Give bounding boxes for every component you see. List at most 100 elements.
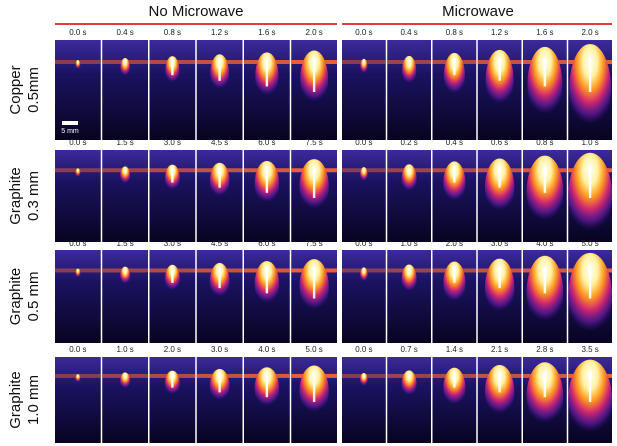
time-label: 4.0 s (536, 239, 553, 248)
wire (498, 166, 501, 188)
time-label: 2.1 s (491, 345, 508, 354)
time-label: 6.0 s (258, 239, 275, 248)
time-label: 5.0 s (305, 345, 322, 354)
time-label: 0.0 s (355, 345, 372, 354)
row-label-line: Graphite (7, 268, 24, 326)
time-label: 0.0 s (355, 28, 372, 37)
time-label: 0.0 s (355, 239, 372, 248)
row-label-line: 0.5mm (25, 67, 42, 113)
time-label: 7.5 s (305, 138, 322, 147)
heat-plume (401, 164, 417, 194)
row-label: Graphite0.3 mm (7, 167, 42, 225)
time-label: 0.0 s (69, 239, 86, 248)
thermal-panel (387, 40, 431, 140)
time-label: 4.5 s (211, 138, 228, 147)
time-label: 2.0 s (581, 28, 598, 37)
wire (218, 266, 221, 289)
wire (543, 58, 547, 87)
thermal-panel (102, 150, 148, 242)
wire (312, 58, 316, 92)
time-label: 0.2 s (400, 138, 417, 147)
heat-plume (443, 52, 465, 99)
wire (265, 166, 269, 193)
row-label-line: 1.0 mm (25, 375, 42, 425)
heat-plume (359, 373, 368, 388)
heat-plume (359, 167, 368, 183)
time-label: 2.0 s (164, 345, 181, 354)
wire (453, 58, 456, 76)
time-label: 0.4 s (400, 28, 417, 37)
heat-plume (120, 372, 131, 390)
column-header: No Microwave (148, 3, 243, 20)
heat-plume (120, 58, 130, 78)
time-label: 0.0 s (69, 345, 86, 354)
wire (265, 266, 269, 294)
thermal-panel (102, 40, 148, 140)
thermal-panel (55, 250, 101, 343)
thermal-panel (149, 250, 196, 343)
time-label: 1.2 s (211, 28, 228, 37)
heat-plume (75, 268, 81, 279)
wire (171, 266, 174, 283)
time-label: 2.8 s (536, 345, 553, 354)
time-label: 3.0 s (164, 138, 181, 147)
thermal-panel (149, 357, 196, 443)
wire (265, 58, 269, 87)
heat-plume (75, 168, 81, 179)
wire (588, 266, 592, 299)
wire (543, 166, 547, 193)
time-label: 0.0 s (69, 138, 86, 147)
time-label: 4.0 s (258, 345, 275, 354)
wire (588, 166, 592, 198)
thermal-panel (342, 357, 386, 443)
heat-plume (360, 58, 368, 75)
wire (171, 371, 174, 388)
thermal-panel (342, 250, 386, 343)
wire (498, 371, 501, 393)
thermal-panel (342, 150, 386, 242)
row-label-line: Copper (7, 65, 24, 114)
thermal-panel (149, 150, 196, 242)
time-label: 0.6 s (491, 138, 508, 147)
time-label: 2.0 s (446, 239, 463, 248)
heat-plume (359, 267, 368, 283)
time-label: 3.5 s (581, 345, 598, 354)
row-label-line: Graphite (7, 167, 24, 225)
row-label: Graphite1.0 mm (7, 371, 42, 429)
scale-bar-label: 5 mm (61, 128, 79, 135)
wire (453, 166, 456, 183)
wire (543, 266, 547, 294)
wire (312, 266, 316, 299)
wire (453, 266, 456, 283)
wire (453, 371, 456, 388)
wire (171, 166, 174, 183)
heat-plume (120, 166, 131, 186)
time-label: 0.4 s (446, 138, 463, 147)
row-label-line: Graphite (7, 371, 24, 429)
time-label: 6.0 s (258, 138, 275, 147)
time-label: 0.0 s (355, 138, 372, 147)
heat-plume (401, 55, 417, 87)
time-label: 0.8 s (536, 138, 553, 147)
scale-bar (62, 121, 78, 125)
time-label: 0.8 s (446, 28, 463, 37)
thermal-panel (55, 357, 101, 443)
time-label: 1.5 s (116, 239, 133, 248)
heat-plume (401, 370, 417, 398)
thermal-panel (387, 150, 431, 242)
wire (498, 58, 501, 81)
heat-plume (120, 266, 131, 286)
time-label: 1.0 s (581, 138, 598, 147)
wire (543, 371, 547, 398)
row-label-line: 0.3 mm (25, 171, 42, 221)
wire (218, 58, 221, 81)
wire (218, 166, 221, 188)
thermal-panel (55, 150, 101, 242)
time-label: 5.0 s (581, 239, 598, 248)
thermal-panel (149, 40, 196, 140)
wire (588, 371, 592, 402)
heat-plume (75, 59, 81, 71)
wire (265, 371, 269, 398)
heat-plume (401, 264, 417, 295)
thermal-panel (342, 40, 386, 140)
